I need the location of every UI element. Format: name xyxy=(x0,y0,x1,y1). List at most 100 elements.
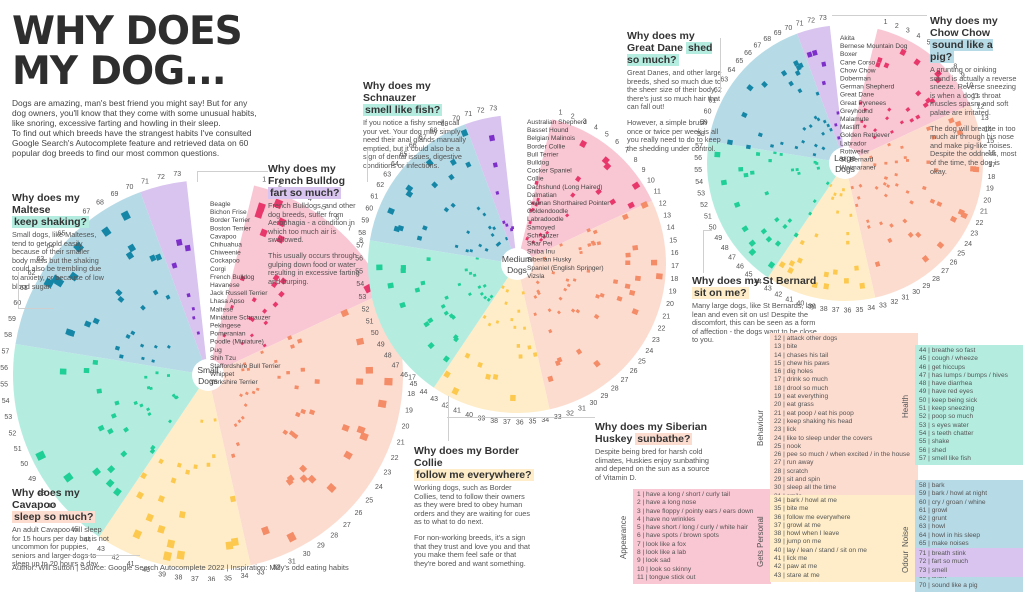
data-mark xyxy=(299,474,309,483)
question-tick-label: 43 xyxy=(97,546,105,553)
question-tick-label: 26 xyxy=(950,260,958,267)
data-mark xyxy=(387,282,394,289)
data-mark xyxy=(922,102,929,108)
data-mark xyxy=(886,184,891,188)
data-mark xyxy=(274,359,278,364)
data-mark xyxy=(894,160,898,164)
legend-item: 4 | have no wrinkles xyxy=(637,515,696,523)
data-mark xyxy=(825,181,830,186)
question-tick-label: 23 xyxy=(652,337,660,344)
question-tick-label: 70 xyxy=(452,116,460,123)
data-mark xyxy=(113,487,122,497)
data-mark xyxy=(400,265,407,270)
data-mark xyxy=(738,167,744,172)
breed-label: Collie xyxy=(527,176,544,183)
legend-item: 29 | sit and spin xyxy=(774,476,821,484)
question-tick-label: 39 xyxy=(808,304,816,311)
data-mark xyxy=(885,116,890,121)
data-mark xyxy=(423,321,430,328)
breed-label: Staffordshire Bull Terrier xyxy=(210,363,281,370)
breed-label: Malamute xyxy=(840,116,869,123)
question-tick-label: 20 xyxy=(983,197,991,204)
question-tick-label: 71 xyxy=(464,111,472,118)
data-mark xyxy=(200,419,204,423)
legend-item: 73 | smell xyxy=(919,566,948,574)
segment-noise xyxy=(369,124,517,264)
annotation-highlight: sunbathe? xyxy=(635,433,693,445)
question-tick-label: 35 xyxy=(529,419,537,426)
data-mark xyxy=(255,387,260,392)
breed-label: Siberian Husky xyxy=(527,257,572,264)
breed-label: Yorkshire Terrier xyxy=(210,379,258,386)
data-mark xyxy=(764,191,770,196)
breed-label: Rottweiler xyxy=(840,148,870,155)
data-mark xyxy=(834,123,838,127)
data-mark xyxy=(813,143,818,148)
question-tick-label: 36 xyxy=(208,576,216,581)
legend-item: 47 | has lumps / bumps / hives xyxy=(919,371,1008,379)
data-mark xyxy=(565,213,570,218)
data-mark xyxy=(521,291,525,295)
data-mark xyxy=(136,491,145,500)
data-mark xyxy=(547,375,554,383)
legend-item: 17 | drink so much xyxy=(774,376,828,384)
data-mark xyxy=(153,344,158,349)
data-mark xyxy=(193,464,198,469)
data-mark xyxy=(451,387,460,396)
question-tick-label: 63 xyxy=(383,171,391,178)
data-mark xyxy=(922,185,927,191)
question-tick-label: 67 xyxy=(82,209,90,216)
center-circle xyxy=(192,359,224,391)
data-mark xyxy=(836,111,840,115)
data-mark xyxy=(230,537,239,547)
data-mark xyxy=(157,524,166,534)
data-mark xyxy=(173,395,178,400)
segment-personal xyxy=(99,375,251,571)
question-tick-label: 64 xyxy=(728,67,736,74)
data-mark xyxy=(794,145,799,150)
data-mark xyxy=(152,289,159,296)
annotation-text: A grunting or oinking sound is actually … xyxy=(930,65,1017,117)
question-tick-label: 29 xyxy=(922,283,930,290)
data-mark xyxy=(822,119,827,124)
question-tick-label: 8 xyxy=(953,63,957,70)
data-mark xyxy=(609,198,617,206)
breed-label: St. Bernard xyxy=(840,157,874,164)
data-mark xyxy=(229,495,237,503)
data-mark xyxy=(812,152,817,157)
data-mark xyxy=(101,226,112,237)
data-mark xyxy=(926,160,931,164)
data-mark xyxy=(454,244,459,249)
data-mark xyxy=(239,393,244,398)
data-mark xyxy=(859,282,866,289)
data-mark xyxy=(397,225,405,232)
question-tick-label: 27 xyxy=(621,377,629,384)
data-mark xyxy=(579,250,583,255)
data-mark xyxy=(92,359,99,365)
data-mark xyxy=(107,428,114,435)
data-mark xyxy=(821,131,826,136)
data-mark xyxy=(812,199,817,204)
data-mark xyxy=(495,242,500,247)
data-mark xyxy=(426,257,431,262)
legend-item: 62 | grunt xyxy=(919,515,947,523)
question-tick-label: 21 xyxy=(662,313,670,320)
question-tick-label: 47 xyxy=(728,255,736,262)
data-mark xyxy=(640,201,649,209)
data-mark xyxy=(185,469,191,475)
data-mark xyxy=(748,248,757,257)
question-tick-label: 54 xyxy=(695,179,703,186)
question-tick-label: 59 xyxy=(8,316,16,323)
segment-appearance xyxy=(517,119,652,264)
data-mark xyxy=(482,314,487,319)
legend-item: 43 | stare at me xyxy=(774,571,820,579)
data-mark xyxy=(531,240,536,245)
question-tick-label: 69 xyxy=(111,191,119,198)
legend-item: 55 | shake xyxy=(919,438,950,446)
data-mark xyxy=(612,279,619,285)
question-tick-label: 24 xyxy=(645,348,653,355)
intro-paragraph-1: Dogs are amazing, man's best friend you … xyxy=(12,98,257,128)
annotation-great-dane: Why does my Great Dane shed so much? Gre… xyxy=(627,30,722,153)
data-mark xyxy=(405,184,414,193)
data-mark xyxy=(531,201,535,205)
